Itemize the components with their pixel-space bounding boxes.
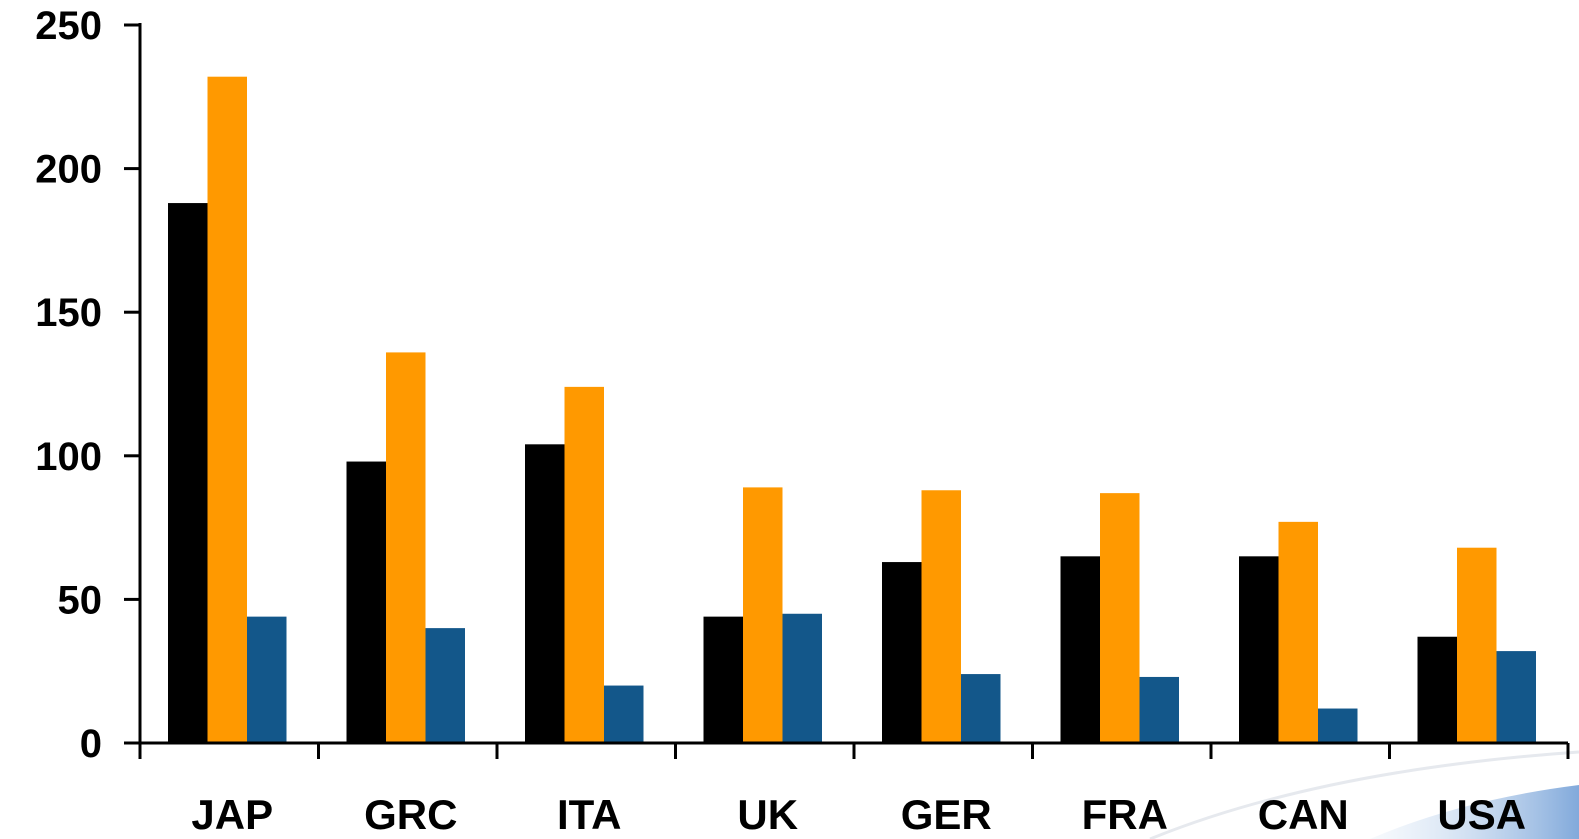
bar-can-series-2 xyxy=(1278,521,1318,743)
y-tick-label-250: 250 xyxy=(35,4,102,48)
bar-grc-series-1 xyxy=(346,461,386,743)
y-tick-label-100: 100 xyxy=(35,435,102,479)
bar-uk-series-2 xyxy=(743,487,783,743)
bars-layer xyxy=(168,76,1536,744)
y-tick-label-50: 50 xyxy=(58,578,103,622)
category-label-ita: ITA xyxy=(557,791,622,838)
bar-can-series-1 xyxy=(1239,556,1279,743)
category-label-fra: FRA xyxy=(1082,791,1168,838)
y-tick-label-150: 150 xyxy=(35,291,102,335)
category-label-grc: GRC xyxy=(364,791,457,838)
bar-ita-series-2 xyxy=(564,386,604,743)
y-tick-label-200: 200 xyxy=(35,148,102,192)
bar-usa-series-2 xyxy=(1457,547,1497,743)
category-label-can: CAN xyxy=(1258,791,1349,838)
bar-grc-series-3 xyxy=(425,628,465,743)
bar-jap-series-1 xyxy=(168,203,208,744)
bar-jap-series-2 xyxy=(207,76,247,744)
category-label-jap: JAP xyxy=(191,791,273,838)
axes-layer xyxy=(124,23,1570,759)
bar-usa-series-1 xyxy=(1417,636,1457,743)
bar-fra-series-2 xyxy=(1100,493,1140,743)
bar-can-series-3 xyxy=(1318,708,1358,743)
bar-usa-series-3 xyxy=(1496,651,1536,743)
decorative-swoosh xyxy=(1149,750,1579,839)
bar-uk-series-1 xyxy=(703,616,743,743)
bar-fra-series-1 xyxy=(1060,556,1100,743)
y-tick-label-0: 0 xyxy=(80,722,102,766)
bar-ger-series-2 xyxy=(921,490,961,743)
category-label-uk: UK xyxy=(737,791,798,838)
bar-grc-series-2 xyxy=(386,352,426,743)
bar-jap-series-3 xyxy=(247,616,287,743)
bar-uk-series-3 xyxy=(782,613,822,743)
bar-ita-series-3 xyxy=(604,685,644,743)
bar-ger-series-3 xyxy=(961,674,1001,743)
category-label-usa: USA xyxy=(1437,791,1526,838)
category-label-ger: GER xyxy=(901,791,992,838)
bar-fra-series-3 xyxy=(1139,676,1179,743)
bar-ger-series-1 xyxy=(882,562,922,743)
bar-ita-series-1 xyxy=(525,444,565,743)
labels-layer: 0 50 100 150 200 250 JAP GRC ITA UK GER FRA CAN USA xyxy=(35,4,1526,838)
